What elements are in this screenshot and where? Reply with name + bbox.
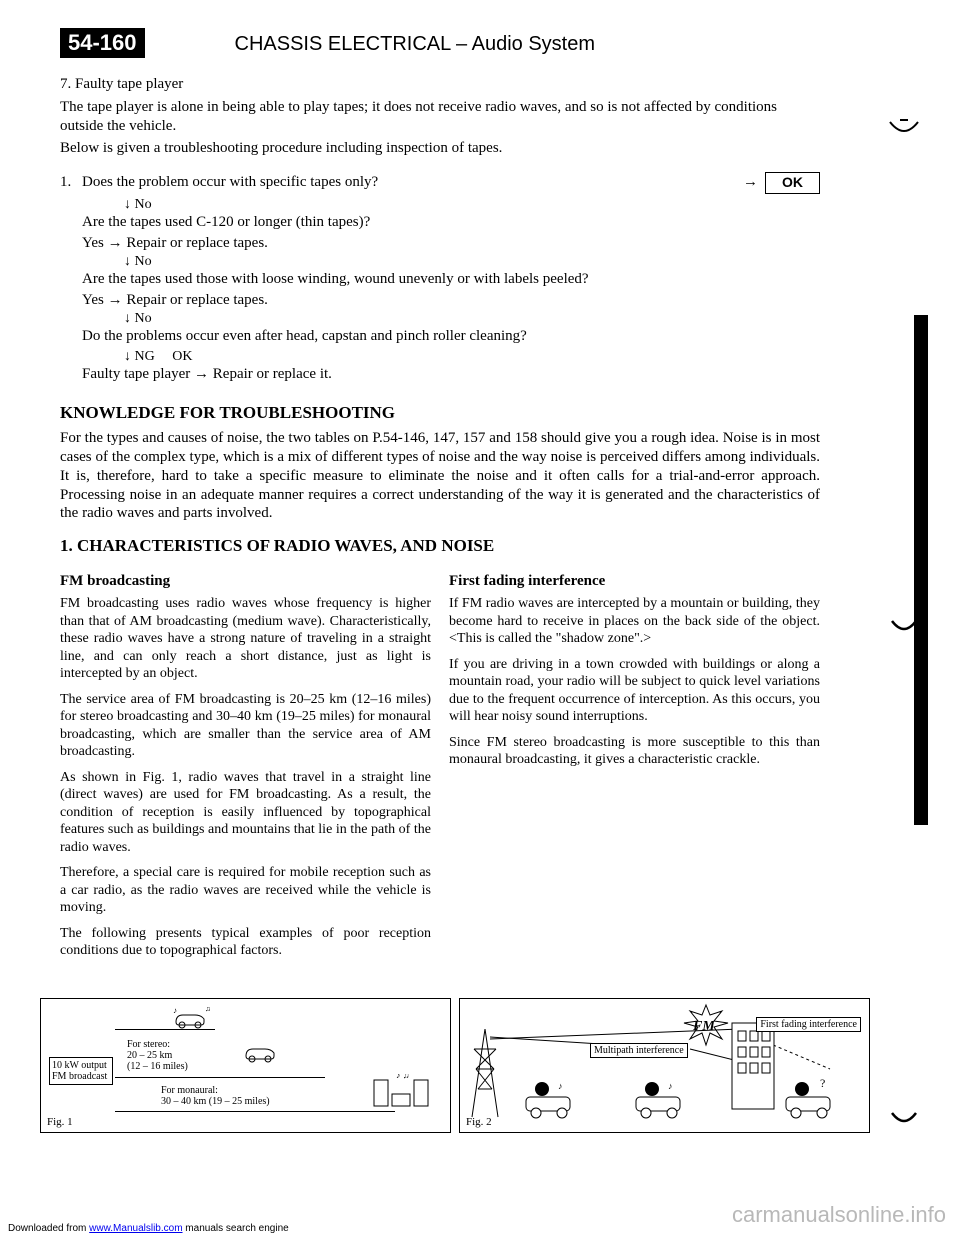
step-text: Do the problems occur even after head, c… bbox=[82, 327, 820, 346]
step-text: Are the tapes used those with loose wind… bbox=[82, 270, 820, 289]
svg-text:?: ? bbox=[820, 1079, 825, 1090]
no-label: No bbox=[135, 197, 152, 212]
car-person-icon: ♪ bbox=[630, 1079, 690, 1119]
fig1-stereo-label: For stereo: 20 – 25 km (12 – 16 miles) bbox=[127, 1039, 188, 1072]
svg-text:♪ ♫: ♪ ♫ bbox=[396, 1074, 410, 1080]
margin-mark-icon bbox=[888, 1107, 920, 1131]
sub-heading: First fading interference bbox=[449, 572, 820, 591]
fig1-mono-label: For monaural: 30 – 40 km (19 – 25 miles) bbox=[161, 1085, 270, 1107]
yes-repair: Yes → Repair or replace tapes. bbox=[82, 234, 820, 253]
right-margin-bar bbox=[914, 315, 928, 825]
body-paragraph: If you are driving in a town crowded wit… bbox=[449, 656, 820, 726]
body-paragraph: If FM radio waves are intercepted by a m… bbox=[449, 595, 820, 648]
branch-label: ↓ NG OK bbox=[124, 348, 820, 366]
label: (12 – 16 miles) bbox=[127, 1061, 188, 1072]
footer-link[interactable]: www.Manualslib.com bbox=[89, 1223, 182, 1234]
intro-text: Below is given a troubleshooting procedu… bbox=[60, 139, 820, 158]
body-paragraph: The following presents typical examples … bbox=[60, 925, 431, 960]
car-icon: ♪♫ bbox=[171, 1007, 211, 1029]
intro-block: 7. Faulty tape player The tape player is… bbox=[60, 75, 820, 158]
step-text: Faulty tape player → Repair or replace i… bbox=[82, 365, 820, 384]
fig1-broadcast-box: 10 kW output FM broadcast bbox=[49, 1057, 113, 1085]
intro-heading: 7. Faulty tape player bbox=[60, 75, 820, 94]
step-text: Does the problem occur with specific tap… bbox=[82, 173, 743, 192]
figures-row: 10 kW output FM broadcast ♪♫ ♪ ♫ For ste… bbox=[40, 998, 870, 1133]
fig2-label: Fig. 2 bbox=[466, 1116, 492, 1128]
yes-repair: Yes → Repair or replace tapes. bbox=[82, 291, 820, 310]
figure-2: FM ♪ bbox=[459, 998, 870, 1133]
svg-text:♪: ♪ bbox=[558, 1081, 563, 1091]
knowledge-section: KNOWLEDGE FOR TROUBLESHOOTING For the ty… bbox=[60, 402, 820, 968]
sub-heading: FM broadcasting bbox=[60, 572, 431, 591]
fig2-multipath-label: Multipath interference bbox=[590, 1043, 688, 1058]
ok-label: OK bbox=[172, 349, 192, 364]
body-paragraph: As shown in Fig. 1, radio waves that tra… bbox=[60, 769, 431, 857]
label: 30 – 40 km (19 – 25 miles) bbox=[161, 1096, 270, 1107]
car-person-icon: ? bbox=[780, 1079, 840, 1119]
body-paragraph: Since FM stereo broadcasting is more sus… bbox=[449, 734, 820, 769]
step-text: Are the tapes used C-120 or longer (thin… bbox=[82, 213, 820, 232]
margin-mark-icon bbox=[888, 118, 920, 142]
footer-text: Downloaded from bbox=[8, 1223, 89, 1234]
branch-label: ↓ No bbox=[124, 196, 820, 214]
footer-download-text: Downloaded from www.Manualslib.com manua… bbox=[8, 1223, 289, 1234]
fig1-label: Fig. 1 bbox=[47, 1116, 73, 1128]
label: 20 – 25 km bbox=[127, 1050, 172, 1061]
header-title: CHASSIS ELECTRICAL – Audio System bbox=[235, 33, 596, 56]
intro-text: The tape player is alone in being able t… bbox=[60, 98, 820, 136]
building-icon bbox=[730, 1021, 776, 1111]
svg-text:♪: ♪ bbox=[173, 1007, 177, 1015]
footer-watermark: carmanualsonline.info bbox=[732, 1202, 946, 1228]
section-heading: KNOWLEDGE FOR TROUBLESHOOTING bbox=[60, 402, 820, 423]
no-label: No bbox=[135, 254, 152, 269]
body-paragraph: FM broadcasting uses radio waves whose f… bbox=[60, 595, 431, 683]
page-number: 54-160 bbox=[60, 28, 145, 58]
car-icon bbox=[241, 1041, 281, 1063]
body-paragraph: The service area of FM broadcasting is 2… bbox=[60, 691, 431, 761]
fig2-fading-label: First fading interference bbox=[756, 1017, 861, 1032]
speaker-icon: ♪ ♫ bbox=[372, 1074, 432, 1114]
body-paragraph: For the types and causes of noise, the t… bbox=[60, 429, 820, 523]
main-content: 7. Faulty tape player The tape player is… bbox=[60, 75, 820, 968]
no-label: No bbox=[135, 311, 152, 326]
branch-label: ↓ No bbox=[124, 310, 820, 328]
svg-text:♪: ♪ bbox=[668, 1081, 673, 1091]
branch-label: ↓ No bbox=[124, 253, 820, 271]
step-number: 1. bbox=[60, 173, 82, 192]
label: For monaural: bbox=[161, 1085, 218, 1096]
footer-text: manuals search engine bbox=[183, 1223, 289, 1234]
svg-text:♫: ♫ bbox=[205, 1007, 211, 1013]
two-column-layout: FM broadcasting FM broadcasting uses rad… bbox=[60, 562, 820, 967]
left-column: FM broadcasting FM broadcasting uses rad… bbox=[60, 562, 431, 967]
car-person-icon: ♪ bbox=[520, 1079, 580, 1119]
body-paragraph: Therefore, a special care is required fo… bbox=[60, 864, 431, 917]
section-heading: 1. CHARACTERISTICS OF RADIO WAVES, AND N… bbox=[60, 535, 820, 556]
figure-1: 10 kW output FM broadcast ♪♫ ♪ ♫ For ste… bbox=[40, 998, 451, 1133]
troubleshoot-block: 1. Does the problem occur with specific … bbox=[60, 172, 820, 384]
label: For stereo: bbox=[127, 1039, 170, 1050]
ok-badge: OK bbox=[765, 172, 820, 194]
arrow-icon: → bbox=[743, 173, 765, 192]
right-column: First fading interference If FM radio wa… bbox=[449, 562, 820, 967]
page-header: 54-160 CHASSIS ELECTRICAL – Audio System bbox=[60, 28, 910, 58]
ng-label: NG bbox=[135, 349, 155, 364]
